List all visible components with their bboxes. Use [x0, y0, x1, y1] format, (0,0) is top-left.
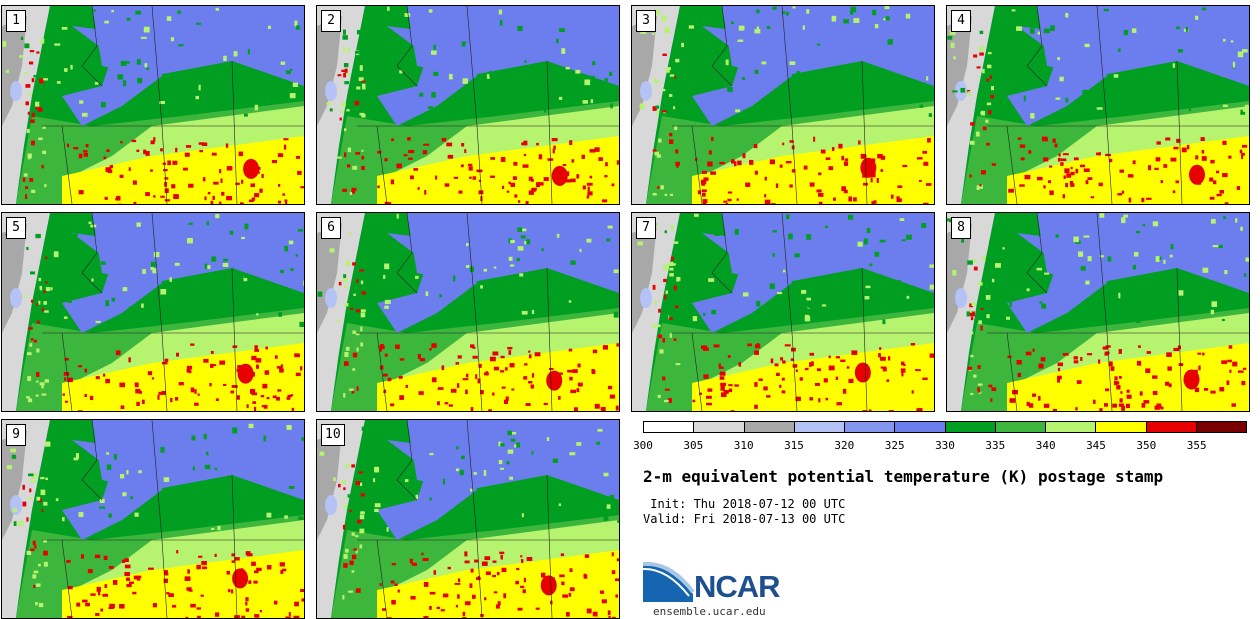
colorbar [643, 421, 1247, 433]
colorbar-tick-label: 300 [633, 439, 653, 452]
colorbar-swatch [1146, 422, 1197, 432]
stamp-map [2, 213, 304, 411]
member-number-label: 7 [636, 217, 656, 239]
member-number-label: 9 [6, 424, 26, 446]
ncar-logo-icon [643, 562, 695, 602]
colorbar-swatch [1196, 422, 1246, 432]
member-number-label: 2 [321, 10, 341, 32]
stamp-map [317, 420, 619, 618]
valid-time: Valid: Fri 2018-07-13 00 UTC [643, 512, 846, 526]
colorbar-tick-label: 330 [935, 439, 955, 452]
colorbar-swatch [845, 422, 896, 432]
colorbar-swatch [1096, 422, 1147, 432]
member-number-label: 8 [951, 217, 971, 239]
colorbar-swatch [945, 422, 996, 432]
stamp-panel-10: 10 [316, 419, 620, 619]
colorbar-swatch [1046, 422, 1097, 432]
colorbar-swatch [794, 422, 845, 432]
member-number-label: 5 [6, 217, 26, 239]
logo-url: ensemble.ucar.edu [653, 605, 766, 618]
stamp-panel-3: 3 [631, 5, 935, 205]
stamp-map [317, 6, 619, 204]
stamp-panel-1: 1 [1, 5, 305, 205]
stamp-map [947, 6, 1249, 204]
init-time: Init: Thu 2018-07-12 00 UTC [643, 497, 846, 511]
member-number-label: 10 [321, 424, 345, 446]
stamp-map [317, 213, 619, 411]
stamp-map [947, 213, 1249, 411]
colorbar-swatch [644, 422, 695, 432]
colorbar-swatch [895, 422, 946, 432]
colorbar-tick-label: 355 [1186, 439, 1207, 452]
stamp-map [2, 420, 304, 618]
member-number-label: 6 [321, 217, 341, 239]
colorbar-tick-label: 305 [683, 439, 704, 452]
colorbar-swatch [694, 422, 745, 432]
colorbar-tick-label: 340 [1035, 439, 1056, 452]
stamp-panel-4: 4 [946, 5, 1250, 205]
stamp-panel-5: 5 [1, 212, 305, 412]
colorbar-tick-labels: 300 305 310 315 320 325 330 335 340 345 350 355 [633, 439, 1247, 455]
colorbar-swatch [744, 422, 795, 432]
stamp-panel-2: 2 [316, 5, 620, 205]
colorbar-swatch [995, 422, 1046, 432]
colorbar-tick-label: 320 [834, 439, 855, 452]
stamp-map [2, 6, 304, 204]
colorbar-tick-label: 345 [1086, 439, 1106, 452]
colorbar-tick-label: 350 [1136, 439, 1157, 452]
colorbar-tick-label: 315 [784, 439, 804, 452]
logo-name: NCAR [694, 569, 781, 604]
stamp-map [632, 6, 934, 204]
member-number-label: 1 [6, 10, 26, 32]
member-number-label: 3 [636, 10, 656, 32]
stamp-panel-8: 8 [946, 212, 1250, 412]
stamp-panel-6: 6 [316, 212, 620, 412]
stamp-map [632, 213, 934, 411]
stamp-panel-7: 7 [631, 212, 935, 412]
member-number-label: 4 [951, 10, 971, 32]
stamp-panel-9: 9 [1, 419, 305, 619]
figure-title: 2-m equivalent potential temperature (K)… [643, 467, 1164, 486]
colorbar-tick-label: 310 [733, 439, 754, 452]
colorbar-tick-label: 335 [985, 439, 1006, 452]
colorbar-tick-label: 325 [884, 439, 905, 452]
